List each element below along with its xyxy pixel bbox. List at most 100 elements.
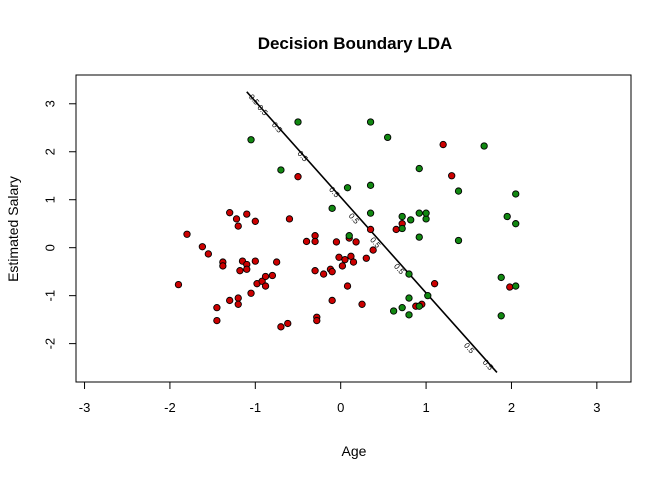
x-tick-label: 1: [422, 400, 429, 415]
data-point-class-0: [261, 282, 270, 290]
plot-area: [75, 74, 632, 383]
data-point-class-0: [313, 316, 321, 325]
data-point-class-0: [319, 270, 328, 278]
data-point-class-0: [234, 222, 242, 230]
data-point-class-0: [261, 272, 270, 281]
data-point-class-1: [405, 294, 413, 302]
data-point-class-0: [328, 296, 336, 305]
y-tick-label: -1: [42, 290, 57, 302]
y-tick-label: -2: [42, 338, 57, 350]
contour-label: 0.5: [462, 341, 476, 356]
y-axis-label: Estimated Salary: [5, 176, 21, 282]
data-point-class-1: [389, 307, 398, 315]
data-point-class-0: [369, 246, 377, 254]
data-point-class-1: [480, 142, 488, 150]
data-point-class-0: [251, 217, 259, 225]
data-point-class-1: [415, 233, 423, 241]
data-point-class-0: [338, 262, 347, 270]
x-tick-label: -3: [79, 400, 91, 415]
data-point-class-1: [497, 273, 505, 282]
y-tick-label: 2: [42, 148, 57, 155]
data-point-class-1: [454, 187, 463, 195]
data-point-class-0: [506, 283, 514, 291]
data-point-class-0: [343, 282, 352, 290]
data-point-class-1: [405, 270, 413, 278]
data-point-class-0: [243, 210, 251, 218]
data-point-class-0: [358, 300, 366, 308]
plot-frame: [75, 74, 632, 383]
data-point-class-0: [213, 316, 221, 325]
data-point-class-0: [285, 215, 294, 223]
data-point-class-0: [243, 265, 251, 273]
data-point-class-0: [430, 280, 439, 288]
data-point-class-0: [392, 225, 400, 234]
contour-label: 0.5: [327, 185, 341, 200]
data-point-class-1: [512, 282, 520, 290]
data-point-class-0: [366, 225, 375, 234]
data-point-class-1: [328, 204, 336, 213]
data-point-class-0: [258, 277, 266, 285]
contour-label: 0.5: [392, 262, 406, 277]
data-point-class-0: [232, 215, 241, 223]
data-point-class-1: [415, 302, 423, 310]
data-point-class-1: [424, 292, 432, 300]
data-point-class-0: [311, 237, 319, 246]
data-point-class-0: [236, 267, 244, 275]
data-point-class-0: [341, 256, 349, 264]
contour-label: 0.5: [481, 358, 495, 373]
y-tick-label: 3: [42, 100, 57, 107]
axes: -3 -2 -1 0 1 2 3 -2 -1 0 1 2 3: [42, 100, 600, 415]
data-point-class-0: [273, 258, 281, 266]
data-point-class-1: [512, 220, 520, 228]
data-point-class-0: [439, 140, 447, 149]
x-axis-label: Age: [342, 443, 367, 459]
data-point-class-0: [349, 258, 358, 266]
contour-label: 0.5: [270, 120, 284, 135]
data-point-class-1: [415, 164, 423, 173]
data-point-class-0: [204, 250, 212, 258]
data-point-class-1: [398, 224, 406, 233]
data-point-class-0: [332, 238, 341, 246]
data-point-class-1: [247, 136, 255, 144]
data-point-class-0: [198, 243, 207, 251]
data-point-class-1: [343, 184, 352, 192]
data-point-class-0: [362, 254, 370, 262]
data-point-class-0: [302, 237, 311, 246]
data-point-class-1: [366, 209, 375, 217]
data-point-class-1: [277, 166, 285, 174]
data-point-class-1: [512, 190, 520, 198]
data-point-class-0: [352, 238, 360, 246]
data-point-class-0: [219, 262, 227, 270]
data-point-class-0: [284, 319, 292, 328]
data-point-class-0: [174, 280, 183, 289]
data-point-class-0: [226, 209, 234, 217]
data-point-class-1: [398, 303, 406, 312]
data-point-class-0: [226, 296, 234, 305]
data-point-class-1: [366, 181, 375, 189]
y-tick-label: 0: [42, 244, 57, 251]
data-point-class-0: [213, 303, 221, 312]
data-point-class-0: [234, 300, 242, 308]
data-point-class-0: [247, 289, 255, 297]
x-tick-label: 2: [508, 400, 515, 415]
data-point-class-1: [407, 216, 415, 224]
x-tick-label: -1: [250, 400, 262, 415]
data-point-class-1: [345, 232, 353, 240]
data-point-class-0: [183, 230, 191, 238]
data-point-class-0: [277, 323, 285, 331]
data-point-class-1: [398, 212, 406, 221]
contour-label: 0.5: [347, 211, 361, 226]
data-point-class-1: [503, 212, 511, 221]
data-point-class-0: [294, 173, 302, 181]
data-point-class-1: [415, 209, 423, 217]
data-point-class-1: [366, 118, 375, 126]
data-point-class-0: [234, 294, 242, 302]
data-point-class-1: [405, 311, 413, 319]
data-point-class-0: [328, 268, 336, 276]
data-point-class-1: [384, 133, 392, 142]
data-point-class-0: [311, 267, 319, 275]
data-point-class-1: [454, 236, 463, 245]
data-points: [174, 118, 520, 331]
x-tick-label: 0: [337, 400, 344, 415]
